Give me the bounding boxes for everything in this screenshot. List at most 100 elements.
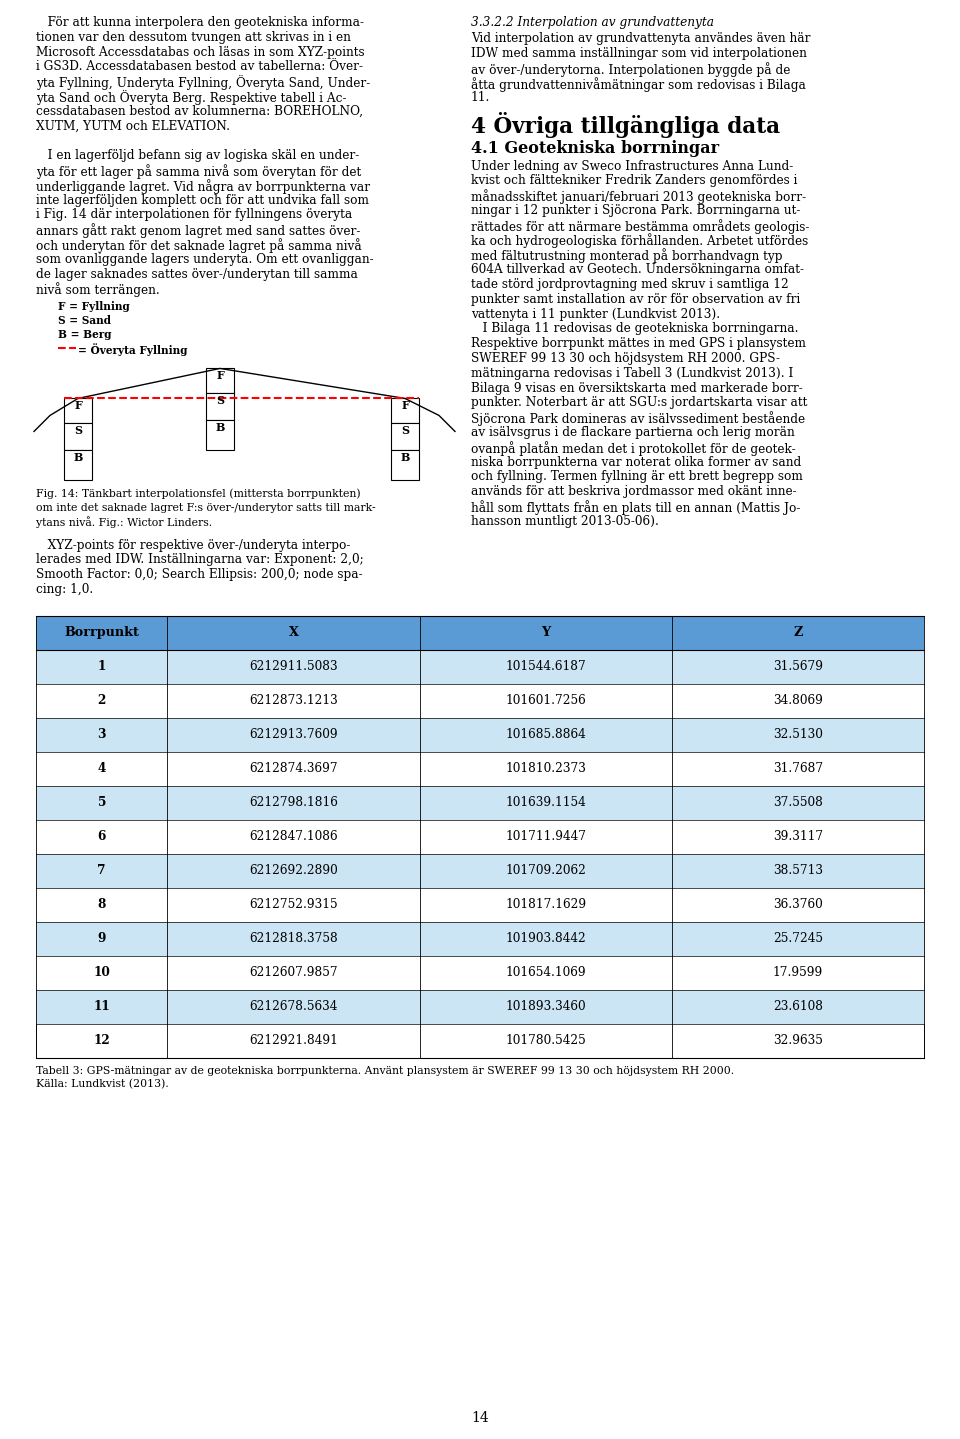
Text: F: F <box>216 370 224 381</box>
Text: 32.9635: 32.9635 <box>773 1035 823 1048</box>
Text: i GS3D. Accessdatabasen bestod av tabellerna: Över-: i GS3D. Accessdatabasen bestod av tabell… <box>36 60 363 73</box>
Bar <box>36 718 924 751</box>
Text: F = Fyllning: F = Fyllning <box>58 301 130 312</box>
Text: 25.7245: 25.7245 <box>773 932 823 945</box>
Bar <box>36 616 924 650</box>
Text: För att kunna interpolera den geotekniska informa-: För att kunna interpolera den geoteknisk… <box>36 16 364 29</box>
Text: rättades för att närmare bestämma områdets geologis-: rättades för att närmare bestämma område… <box>471 219 809 233</box>
Text: lerades med IDW. Inställningarna var: Exponent: 2,0;: lerades med IDW. Inställningarna var: Ex… <box>36 554 364 567</box>
Text: 101817.1629: 101817.1629 <box>505 898 587 911</box>
Bar <box>206 393 234 420</box>
Text: S: S <box>401 426 409 436</box>
Text: ytans nivå. Fig.: Wictor Linders.: ytans nivå. Fig.: Wictor Linders. <box>36 517 212 528</box>
Text: 17.9599: 17.9599 <box>773 967 823 980</box>
Text: 11: 11 <box>93 1000 110 1013</box>
Text: och underytan för det saknade lagret på samma nivå: och underytan för det saknade lagret på … <box>36 237 362 253</box>
Bar <box>36 1023 924 1058</box>
Bar <box>36 955 924 990</box>
Text: ka och hydrogeologiska förhållanden. Arbetet utfördes: ka och hydrogeologiska förhållanden. Arb… <box>471 233 808 249</box>
Bar <box>206 368 234 393</box>
Text: Microsoft Accessdatabas och läsas in som XYZ-points: Microsoft Accessdatabas och läsas in som… <box>36 46 365 59</box>
Text: 2: 2 <box>98 695 106 708</box>
Text: 14: 14 <box>471 1412 489 1425</box>
Text: Respektive borrpunkt mättes in med GPS i plansystem: Respektive borrpunkt mättes in med GPS i… <box>471 337 806 350</box>
Text: åtta grundvattennivåmätningar som redovisas i Bilaga: åtta grundvattennivåmätningar som redovi… <box>471 76 805 92</box>
Text: med fältutrustning monterad på borrhandvagn typ: med fältutrustning monterad på borrhandv… <box>471 249 782 263</box>
Bar <box>36 922 924 955</box>
Text: 34.8069: 34.8069 <box>773 695 823 708</box>
Text: F: F <box>401 400 409 412</box>
Text: Borrpunkt: Borrpunkt <box>64 626 139 639</box>
Text: tionen var den dessutom tvungen att skrivas in i en: tionen var den dessutom tvungen att skri… <box>36 30 350 43</box>
Text: 36.3760: 36.3760 <box>773 898 823 911</box>
Text: punkter samt installation av rör för observation av fri: punkter samt installation av rör för obs… <box>471 292 801 305</box>
Text: F: F <box>74 400 82 412</box>
Text: som ovanliggande lagers underyta. Om ett ovanliggan-: som ovanliggande lagers underyta. Om ett… <box>36 253 373 266</box>
Text: Smooth Factor: 0,0; Search Ellipsis: 200,0; node spa-: Smooth Factor: 0,0; Search Ellipsis: 200… <box>36 568 363 581</box>
Text: XUTM, YUTM och ELEVATION.: XUTM, YUTM och ELEVATION. <box>36 119 230 132</box>
Text: 101654.1069: 101654.1069 <box>505 967 586 980</box>
Text: 604A tillverkad av Geotech. Undersökningarna omfat-: 604A tillverkad av Geotech. Undersökning… <box>471 263 804 276</box>
Text: 12: 12 <box>93 1035 110 1048</box>
Text: Under ledning av Sweco Infrastructures Anna Lund-: Under ledning av Sweco Infrastructures A… <box>471 160 793 173</box>
Text: 4 Övriga tillgängliga data: 4 Övriga tillgängliga data <box>471 112 780 138</box>
Text: 9: 9 <box>98 932 106 945</box>
Text: underliggande lagret. Vid några av borrpunkterna var: underliggande lagret. Vid några av borrp… <box>36 178 371 194</box>
Text: Sjöcrona Park domineras av isälvssediment bestående: Sjöcrona Park domineras av isälvssedimen… <box>471 412 805 426</box>
Text: S = Sand: S = Sand <box>58 315 111 327</box>
Text: niska borrpunkterna var noterat olika former av sand: niska borrpunkterna var noterat olika fo… <box>471 456 802 469</box>
Text: I en lagerföljd befann sig av logiska skäl en under-: I en lagerföljd befann sig av logiska sk… <box>36 150 359 163</box>
Text: 101601.7256: 101601.7256 <box>505 695 587 708</box>
Bar <box>391 450 419 481</box>
Text: Källa: Lundkvist (2013).: Källa: Lundkvist (2013). <box>36 1079 169 1089</box>
Text: Z: Z <box>793 626 803 639</box>
Text: inte lagerföljden komplett och för att undvika fall som: inte lagerföljden komplett och för att u… <box>36 194 369 207</box>
Text: cing: 1,0.: cing: 1,0. <box>36 583 93 596</box>
Text: 6212752.9315: 6212752.9315 <box>250 898 338 911</box>
Text: 6212913.7609: 6212913.7609 <box>250 728 338 741</box>
Text: 4: 4 <box>98 763 106 776</box>
Text: 101639.1154: 101639.1154 <box>505 796 587 809</box>
Text: Bilaga 9 visas en översiktskarta med markerade borr-: Bilaga 9 visas en översiktskarta med mar… <box>471 381 803 394</box>
Text: 6212911.5083: 6212911.5083 <box>250 661 338 673</box>
Text: SWEREF 99 13 30 och höjdsystem RH 2000. GPS-: SWEREF 99 13 30 och höjdsystem RH 2000. … <box>471 353 780 366</box>
Text: Y: Y <box>541 626 550 639</box>
Text: 10: 10 <box>93 967 110 980</box>
Text: 5: 5 <box>98 796 106 809</box>
Bar <box>36 684 924 718</box>
Bar <box>391 399 419 423</box>
Bar <box>36 853 924 888</box>
Text: B: B <box>73 452 83 463</box>
Bar <box>36 786 924 820</box>
Text: B = Berg: B = Berg <box>58 330 111 340</box>
Text: 6212607.9857: 6212607.9857 <box>250 967 338 980</box>
Text: 31.7687: 31.7687 <box>773 763 823 776</box>
Text: Fig. 14: Tänkbart interpolationsfel (mittersta borrpunkten): Fig. 14: Tänkbart interpolationsfel (mit… <box>36 488 361 499</box>
Text: 6212921.8491: 6212921.8491 <box>249 1035 338 1048</box>
Text: 6212818.3758: 6212818.3758 <box>250 932 338 945</box>
Bar <box>64 450 92 481</box>
Text: 6212678.5634: 6212678.5634 <box>250 1000 338 1013</box>
Text: vattenyta i 11 punkter (Lundkvist 2013).: vattenyta i 11 punkter (Lundkvist 2013). <box>471 308 720 321</box>
Text: 32.5130: 32.5130 <box>773 728 823 741</box>
Text: S: S <box>216 396 224 406</box>
Text: B: B <box>215 423 225 433</box>
Text: 101544.6187: 101544.6187 <box>505 661 587 673</box>
Text: 101903.8442: 101903.8442 <box>505 932 587 945</box>
Bar <box>36 751 924 786</box>
Text: annars gått rakt genom lagret med sand sattes över-: annars gått rakt genom lagret med sand s… <box>36 223 360 237</box>
Text: 6212873.1213: 6212873.1213 <box>250 695 338 708</box>
Text: ovanpå platån medan det i protokollet för de geotek-: ovanpå platån medan det i protokollet fö… <box>471 440 796 456</box>
Text: hansson muntligt 2013-05-06).: hansson muntligt 2013-05-06). <box>471 515 659 528</box>
Text: B: B <box>400 452 410 463</box>
Text: av över-/underytorna. Interpolationen byggde på de: av över-/underytorna. Interpolationen by… <box>471 62 790 76</box>
Text: kvist och fälttekniker Fredrik Zanders genomfördes i: kvist och fälttekniker Fredrik Zanders g… <box>471 174 798 187</box>
Bar <box>64 399 92 423</box>
Text: håll som flyttats från en plats till en annan (Mattis Jo-: håll som flyttats från en plats till en … <box>471 499 801 515</box>
Text: 4.1 Geotekniska borrningar: 4.1 Geotekniska borrningar <box>471 140 719 157</box>
Bar <box>36 990 924 1023</box>
Text: 11.: 11. <box>471 92 491 105</box>
Text: X: X <box>289 626 299 639</box>
Text: IDW med samma inställningar som vid interpolationen: IDW med samma inställningar som vid inte… <box>471 47 806 60</box>
Text: Tabell 3: GPS-mätningar av de geotekniska borrpunkterna. Använt plansystem är SW: Tabell 3: GPS-mätningar av de geoteknisk… <box>36 1066 734 1076</box>
